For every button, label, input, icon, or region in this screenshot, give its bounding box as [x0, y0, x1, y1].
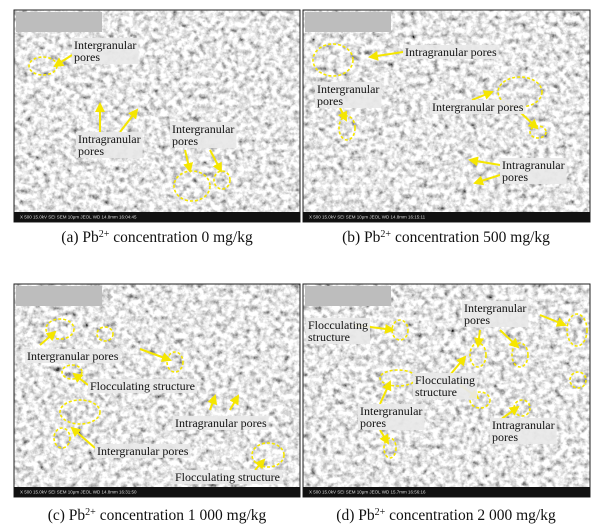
- panel: X 500 15.0kV SEI SEM 10μm JEOL WD 14.8mm…: [303, 10, 590, 246]
- caption-prefix: (c) Pb: [48, 507, 86, 524]
- annotation-text: pores: [360, 416, 386, 430]
- annotation: Intergranular pores: [430, 100, 525, 114]
- caption-suffix: concentration 500 mg/kg: [391, 229, 550, 246]
- annotation-text: Intergranular pores: [27, 349, 119, 363]
- caption-sup: 2+: [375, 507, 386, 518]
- info-text: X 500 15.0kV SEI SEM 10μm JEOL WD 14.8mm…: [309, 215, 426, 220]
- blank-tag: [305, 12, 391, 32]
- caption-sup: 2+: [85, 507, 96, 518]
- annotation-text: pores: [172, 134, 198, 148]
- annotation: Intragranularpores: [490, 418, 557, 444]
- annotation: Flocculatingstructure: [413, 373, 477, 399]
- caption-sup: 2+: [380, 229, 391, 240]
- caption-prefix: (b) Pb: [342, 229, 381, 246]
- annotation-text: Intergranular pores: [432, 100, 524, 114]
- panel: X 500 15.0kV SEI SEM 10μm JEOL WD 14.8mm…: [14, 284, 300, 524]
- panel: X 500 15.0kV SEI SEM 10μm JEOL WD 15.7mm…: [303, 284, 590, 524]
- annotation: Intergranular pores: [25, 349, 120, 363]
- annotation-text: Intergranular pores: [97, 444, 189, 458]
- caption-prefix: (a) Pb: [61, 229, 99, 246]
- blank-tag: [305, 286, 391, 306]
- annotation: Flocculating structure: [88, 379, 197, 393]
- annotation: Intragranular pores: [173, 416, 269, 430]
- annotation-text: pores: [78, 144, 104, 158]
- caption-suffix: concentration 0 mg/kg: [109, 229, 253, 246]
- caption: (b) Pb2+ concentration 500 mg/kg: [342, 229, 550, 247]
- annotation-text: pores: [492, 430, 518, 444]
- blank-tag: [16, 286, 102, 306]
- annotation: Flocculating structure: [173, 470, 282, 484]
- annotation-text: pores: [317, 94, 343, 108]
- annotation: Intragranular pores: [403, 45, 499, 59]
- caption: (d) Pb2+ concentration 2 000 mg/kg: [336, 507, 556, 525]
- panel: X 500 15.0kV SEI SEM 10μm JEOL WD 14.8mm…: [14, 10, 300, 246]
- info-text: X 500 15.0kV SEI SEM 10μm JEOL WD 15.7mm…: [309, 490, 426, 495]
- annotation-text: structure: [308, 330, 350, 344]
- caption-sup: 2+: [99, 229, 110, 240]
- caption-prefix: (d) Pb: [336, 507, 375, 524]
- annotation-text: Intragranular pores: [405, 45, 497, 59]
- annotation-text: Flocculating structure: [175, 470, 280, 484]
- sem-image: [14, 10, 300, 222]
- annotation-text: pores: [502, 170, 528, 184]
- info-text: X 500 15.0kV SEI SEM 10μm JEOL WD 14.8mm…: [20, 490, 137, 495]
- blank-tag: [16, 12, 102, 32]
- annotation: Intergranular pores: [95, 444, 190, 458]
- annotation-text: structure: [415, 385, 457, 399]
- annotation-text: pores: [74, 50, 100, 64]
- annotation-text: Flocculating structure: [90, 379, 195, 393]
- figure: X 500 15.0kV SEI SEM 10μm JEOL WD 14.8mm…: [0, 0, 593, 531]
- caption-suffix: concentration 2 000 mg/kg: [385, 507, 556, 524]
- annotation-text: Intragranular pores: [175, 416, 267, 430]
- caption-suffix: concentration 1 000 mg/kg: [96, 507, 267, 524]
- info-text: X 500 15.0kV SEI SEM 10μm JEOL WD 14.8mm…: [20, 215, 137, 220]
- caption: (a) Pb2+ concentration 0 mg/kg: [61, 229, 253, 247]
- caption: (c) Pb2+ concentration 1 000 mg/kg: [48, 507, 267, 525]
- annotation-text: pores: [464, 313, 490, 327]
